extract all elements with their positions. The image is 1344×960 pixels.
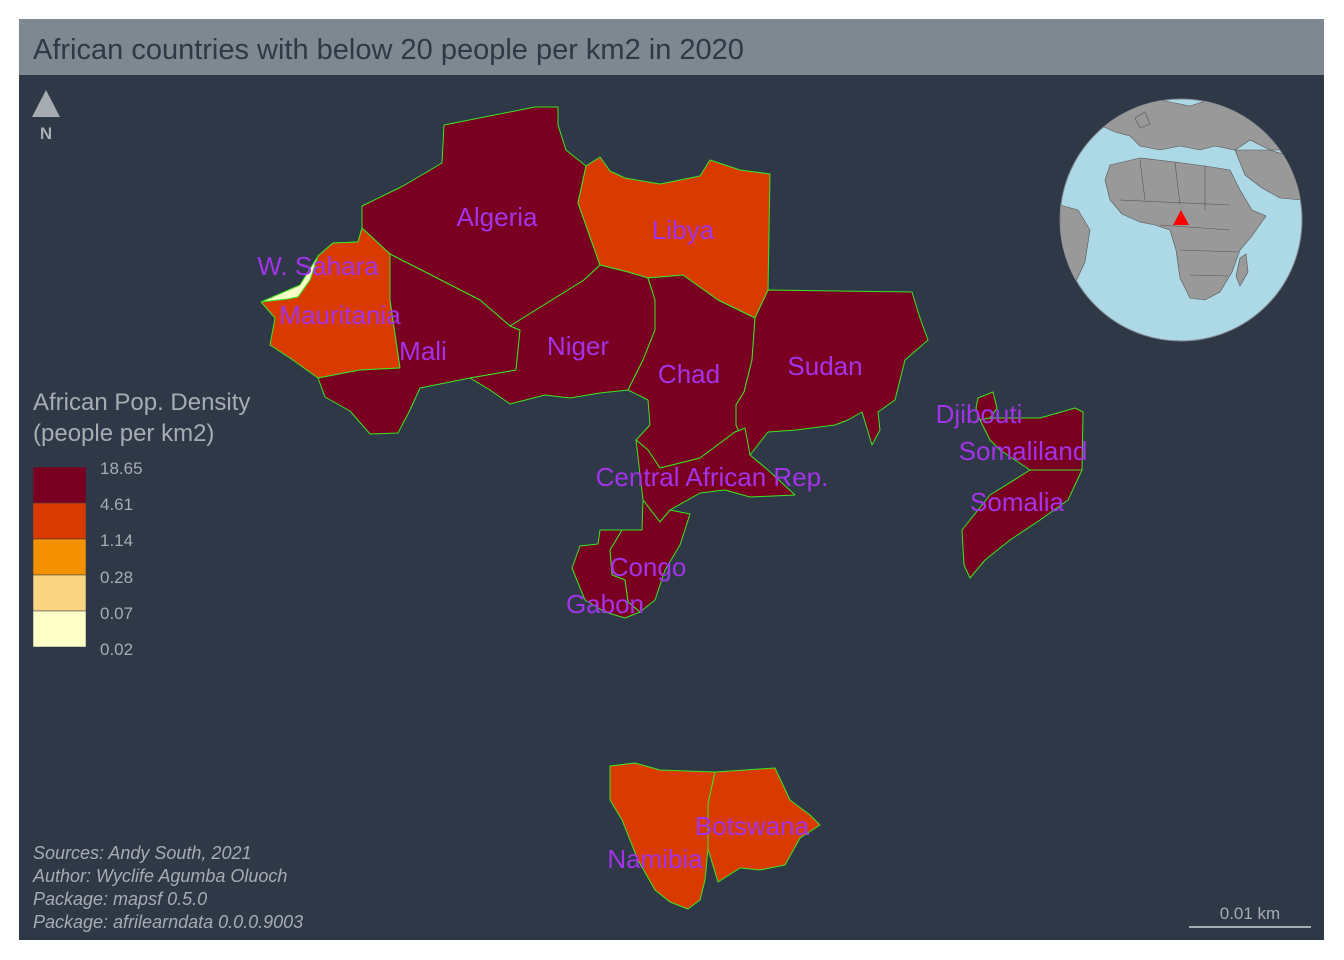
legend-title-line2: (people per km2): [33, 420, 214, 447]
country-niger: [469, 264, 656, 405]
label-mauritania: Mauritania: [279, 300, 401, 330]
label-botswana: Botswana: [695, 811, 810, 841]
scale-label: 0.01 km: [1220, 904, 1280, 923]
legend-title-line1: African Pop. Density: [33, 389, 250, 416]
label-niger: Niger: [547, 331, 609, 361]
label-central-african-rep: Central African Rep.: [596, 462, 829, 492]
label-chad: Chad: [658, 359, 720, 389]
legend-swatch-2: [32, 502, 87, 540]
legend-swatch-5: [32, 610, 87, 648]
legend-swatch-4: [32, 574, 87, 612]
legend-swatch-1: [32, 466, 87, 504]
label-mali: Mali: [399, 336, 447, 366]
country-sudan: [735, 289, 929, 456]
legend: African Pop. Density (people per km2) 18…: [32, 389, 250, 659]
country-botswana: [707, 767, 821, 883]
locator-triangle-icon: [1173, 210, 1189, 225]
label-libya: Libya: [652, 215, 715, 245]
legend-swatch-3: [32, 538, 87, 576]
label-western-sahara: W. Sahara: [257, 251, 379, 281]
globe-icon: [1059, 98, 1303, 342]
credit-sources: Sources: Andy South, 2021: [33, 843, 251, 863]
country-namibia: [609, 762, 716, 910]
label-somalia: Somalia: [970, 487, 1064, 517]
credit-author: Author: Wyclife Agumba Oluoch: [32, 866, 287, 886]
legend-break-4: 0.28: [100, 568, 133, 587]
scale-bar: 0.01 km: [1189, 904, 1311, 928]
credit-package-afrilearndata: Package: afrilearndata 0.0.0.9003: [33, 912, 303, 932]
north-label: N: [40, 124, 52, 143]
label-algeria: Algeria: [457, 202, 538, 232]
label-namibia: Namibia: [607, 844, 703, 874]
country-somalia: [961, 469, 1083, 579]
label-djibouti: Djibouti: [936, 399, 1023, 429]
legend-break-3: 1.14: [100, 531, 133, 550]
label-congo: Congo: [610, 552, 687, 582]
country-gabon: [571, 529, 641, 619]
north-arrow-icon: N: [32, 90, 60, 143]
credit-package-mapsf: Package: mapsf 0.5.0: [33, 889, 207, 909]
credits: Sources: Andy South, 2021 Author: Wyclif…: [32, 843, 303, 932]
label-gabon: Gabon: [566, 589, 644, 619]
legend-break-2: 4.61: [100, 495, 133, 514]
legend-break-5: 0.07: [100, 604, 133, 623]
label-sudan: Sudan: [787, 351, 862, 381]
map-title: African countries with below 20 people p…: [33, 34, 744, 66]
legend-break-6: 0.02: [100, 640, 133, 659]
country-somaliland: [979, 407, 1084, 471]
label-somaliland: Somaliland: [959, 436, 1088, 466]
title-bar: [19, 19, 1324, 75]
legend-break-1: 18.65: [100, 459, 143, 478]
